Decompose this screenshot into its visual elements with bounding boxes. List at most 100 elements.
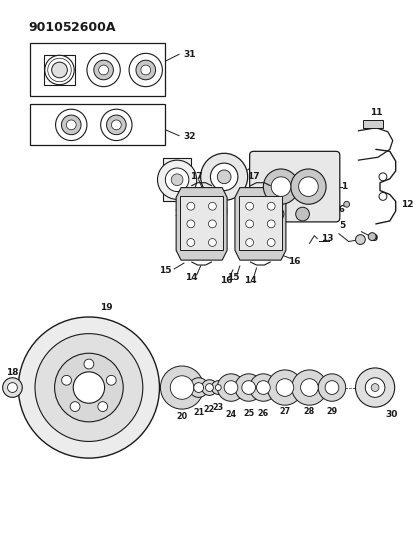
Text: 32: 32	[183, 132, 195, 141]
Circle shape	[223, 381, 237, 394]
Circle shape	[193, 383, 203, 392]
Bar	[163, 158, 190, 201]
Text: 17: 17	[247, 172, 259, 181]
Circle shape	[94, 60, 113, 80]
Text: 14: 14	[185, 273, 198, 282]
Circle shape	[61, 115, 81, 135]
Text: 27: 27	[279, 407, 290, 416]
Circle shape	[135, 60, 155, 80]
Text: 31: 31	[183, 50, 195, 59]
Circle shape	[52, 62, 67, 78]
Text: 20: 20	[176, 413, 187, 422]
Circle shape	[45, 55, 74, 85]
Circle shape	[73, 372, 104, 403]
Bar	[44, 55, 75, 85]
Circle shape	[2, 378, 22, 397]
Circle shape	[100, 109, 132, 141]
Circle shape	[271, 177, 290, 197]
Text: 16: 16	[219, 276, 232, 285]
Text: 29: 29	[325, 407, 337, 416]
Text: 15: 15	[159, 266, 171, 276]
Circle shape	[7, 383, 17, 392]
Circle shape	[256, 381, 270, 394]
Text: 4: 4	[256, 156, 262, 165]
Circle shape	[355, 368, 394, 407]
Circle shape	[290, 169, 325, 204]
Circle shape	[267, 220, 275, 228]
Circle shape	[275, 379, 293, 397]
Circle shape	[200, 154, 247, 200]
Circle shape	[62, 375, 71, 385]
Circle shape	[208, 220, 216, 228]
Circle shape	[160, 366, 203, 409]
Circle shape	[245, 239, 253, 246]
Text: 17: 17	[190, 172, 202, 181]
Text: 12: 12	[400, 200, 412, 209]
Bar	[30, 104, 165, 146]
Text: 30: 30	[384, 410, 396, 419]
Text: 5: 5	[339, 221, 345, 230]
Text: 25: 25	[242, 408, 254, 417]
Text: 19: 19	[100, 303, 113, 312]
Circle shape	[186, 220, 194, 228]
Circle shape	[97, 402, 107, 411]
Text: 16: 16	[288, 256, 300, 265]
Circle shape	[355, 235, 364, 245]
Circle shape	[267, 239, 275, 246]
Circle shape	[98, 65, 108, 75]
Text: 2600A: 2600A	[71, 21, 116, 34]
Circle shape	[211, 381, 225, 394]
Text: 23: 23	[212, 402, 223, 411]
Text: 26: 26	[257, 408, 268, 417]
Text: 9: 9	[371, 234, 377, 243]
Circle shape	[106, 375, 116, 385]
Circle shape	[210, 163, 237, 190]
Text: 2: 2	[173, 208, 180, 217]
Circle shape	[270, 207, 283, 221]
FancyBboxPatch shape	[249, 151, 339, 222]
Circle shape	[205, 384, 213, 391]
Text: 14: 14	[244, 276, 256, 285]
Bar	[180, 197, 223, 251]
Circle shape	[259, 215, 267, 223]
Circle shape	[217, 374, 244, 401]
Circle shape	[171, 174, 183, 185]
Circle shape	[208, 239, 216, 246]
Circle shape	[18, 317, 159, 458]
Circle shape	[217, 170, 230, 184]
Text: 90105: 90105	[28, 21, 71, 34]
Circle shape	[298, 177, 318, 197]
Circle shape	[70, 402, 80, 411]
Text: 15: 15	[226, 273, 239, 282]
Text: 11: 11	[369, 108, 381, 117]
Circle shape	[84, 359, 94, 369]
Text: 18: 18	[6, 368, 19, 377]
Circle shape	[208, 203, 216, 210]
Text: 1: 1	[340, 182, 346, 191]
Text: 13: 13	[320, 234, 333, 243]
Circle shape	[249, 374, 276, 401]
Circle shape	[140, 65, 150, 75]
Circle shape	[263, 169, 298, 204]
Circle shape	[188, 378, 208, 397]
Polygon shape	[176, 188, 227, 260]
Circle shape	[129, 53, 162, 87]
Circle shape	[300, 379, 318, 397]
Text: 3: 3	[221, 207, 227, 216]
Circle shape	[111, 120, 121, 130]
Circle shape	[215, 385, 221, 391]
Circle shape	[245, 220, 253, 228]
Circle shape	[157, 160, 196, 199]
Text: 6: 6	[338, 205, 344, 214]
Circle shape	[370, 384, 378, 391]
Circle shape	[343, 201, 349, 207]
Text: 24: 24	[225, 410, 236, 419]
Circle shape	[234, 374, 262, 401]
Circle shape	[35, 334, 142, 441]
Circle shape	[66, 120, 76, 130]
Circle shape	[367, 233, 375, 240]
Circle shape	[55, 109, 87, 141]
Circle shape	[378, 192, 386, 200]
Circle shape	[378, 173, 386, 181]
Circle shape	[186, 203, 194, 210]
